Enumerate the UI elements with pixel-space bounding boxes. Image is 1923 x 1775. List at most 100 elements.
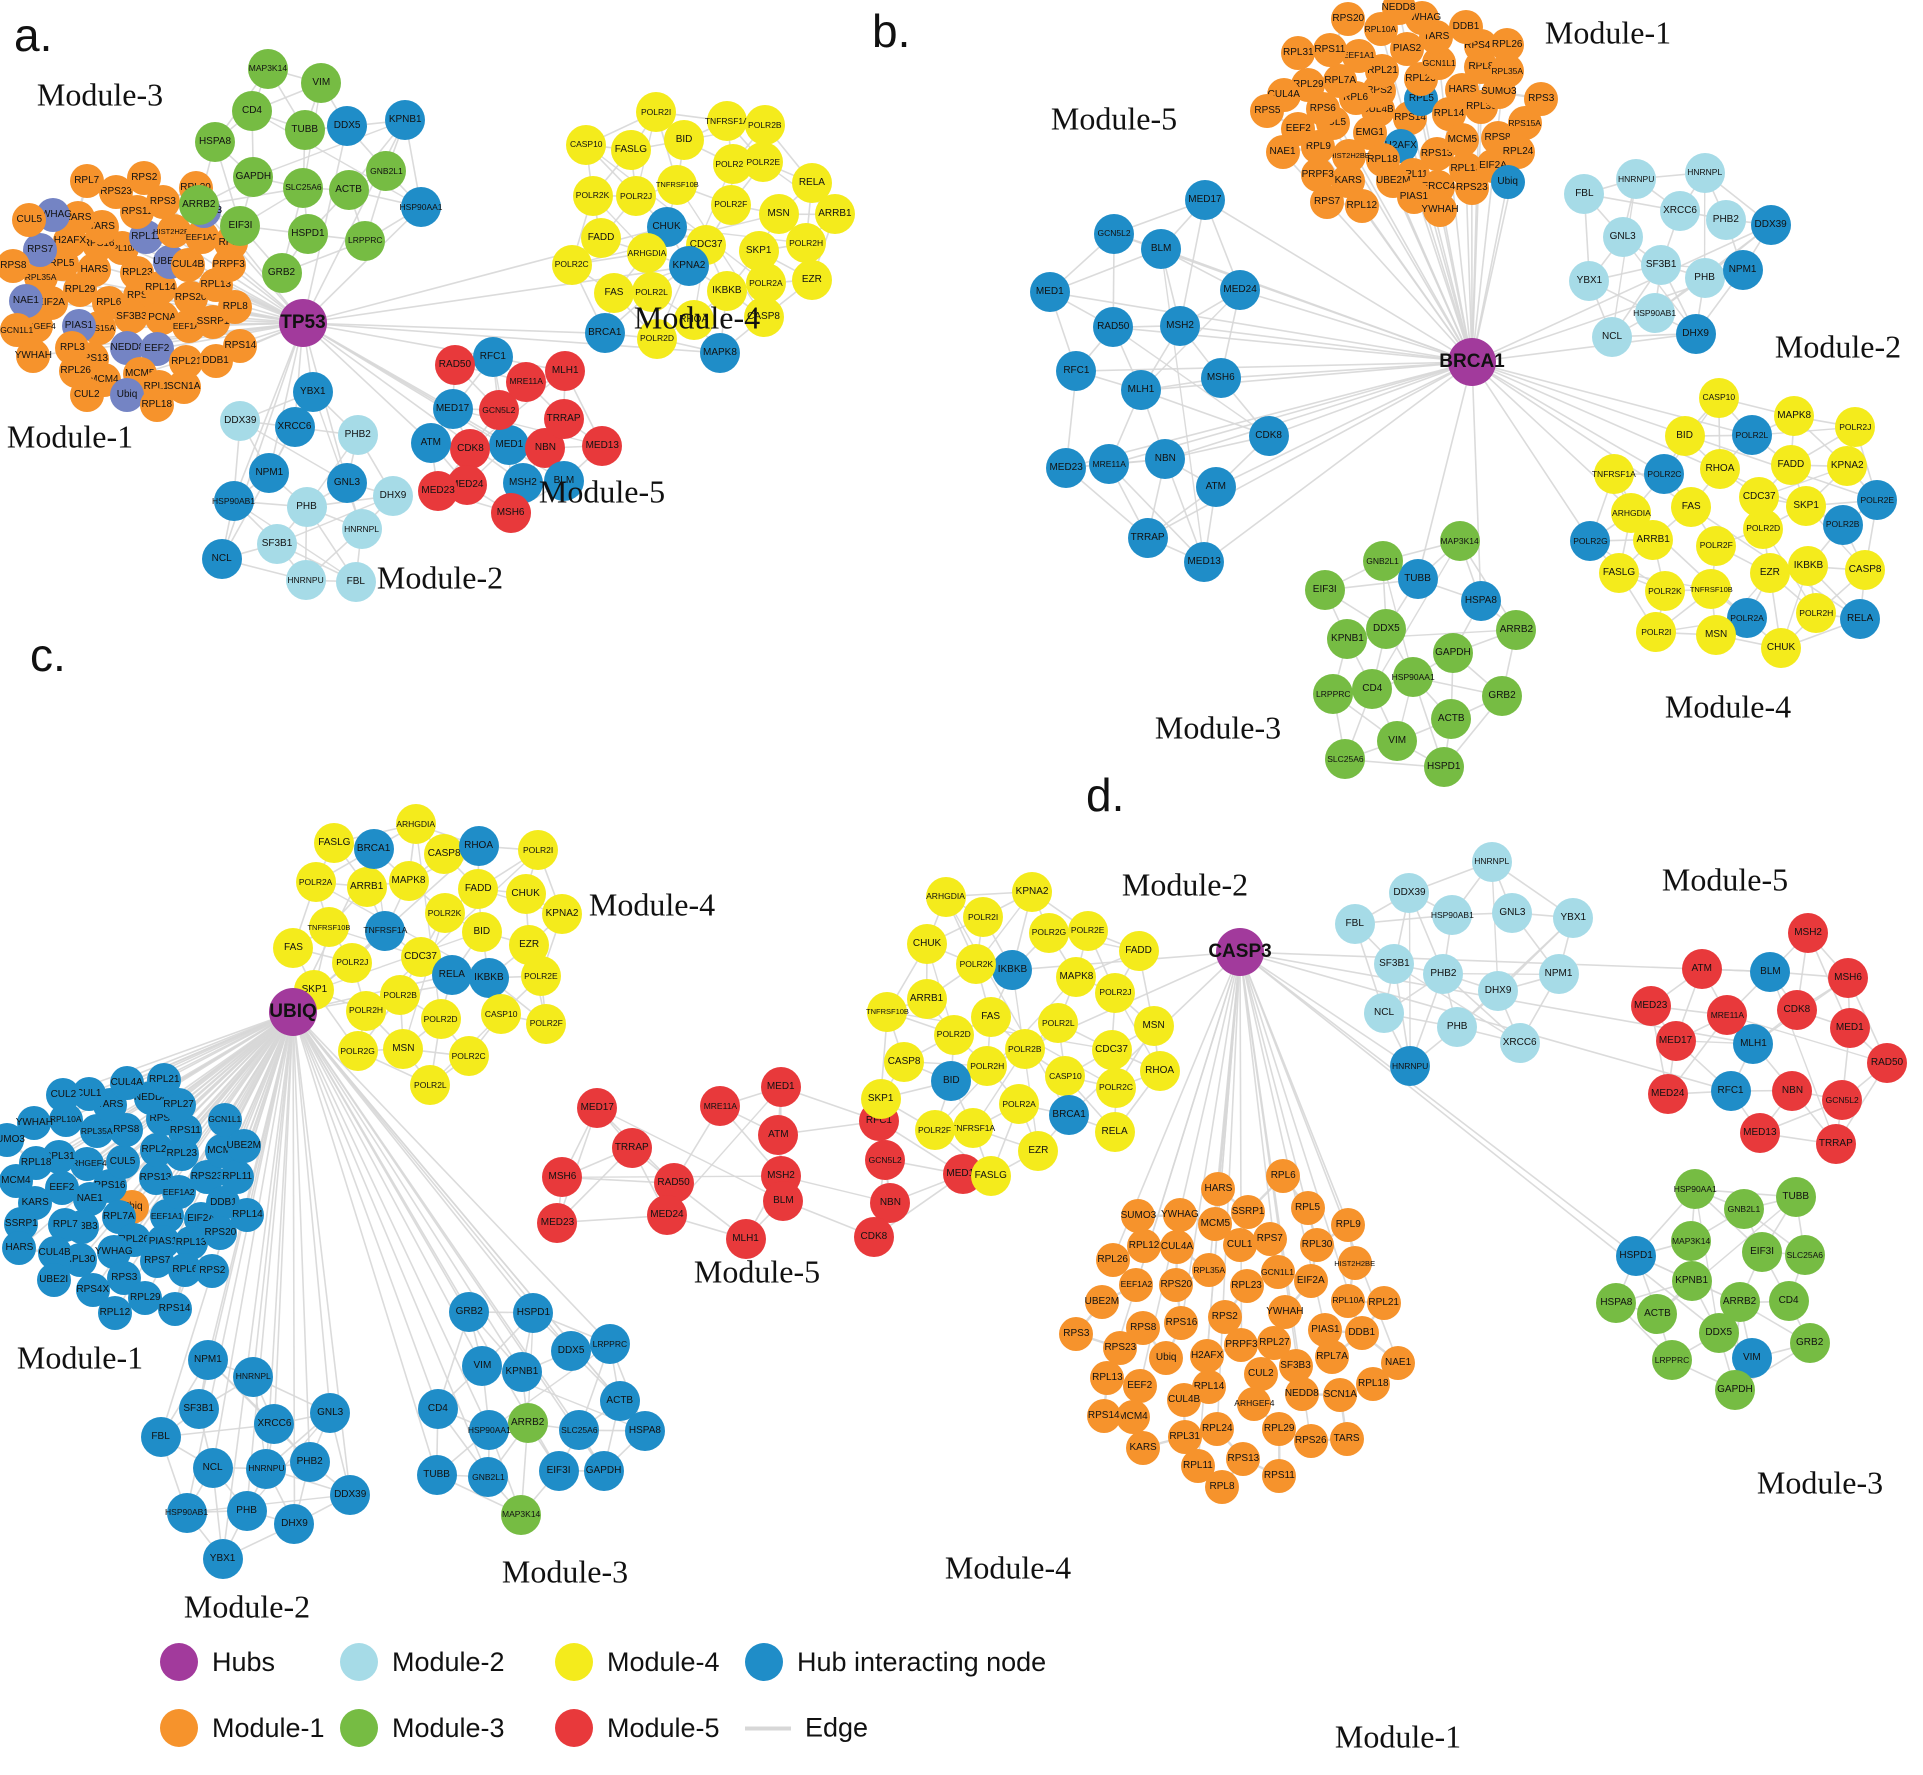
- node-d-phb2[interactable]: PHB2: [1423, 953, 1464, 994]
- node-b-ddx39[interactable]: DDX39: [1750, 204, 1791, 245]
- node-a-phb[interactable]: PHB: [286, 486, 327, 527]
- node-a-hspd1[interactable]: HSPD1: [287, 214, 328, 255]
- node-b-rps23[interactable]: RPS23: [1454, 170, 1489, 205]
- node-a-polr2b[interactable]: POLR2B: [744, 105, 785, 146]
- node-c-polr2h[interactable]: POLR2H: [346, 990, 387, 1031]
- node-c-arrb1[interactable]: ARRB1: [346, 866, 387, 907]
- node-b-hnrnpu[interactable]: HNRNPU: [1616, 158, 1657, 199]
- node-b-faslg[interactable]: FASLG: [1599, 552, 1640, 593]
- node-b-phb2[interactable]: PHB2: [1705, 199, 1746, 240]
- node-d-rps23[interactable]: RPS23: [1103, 1330, 1138, 1365]
- node-c-sf3b1[interactable]: SF3B1: [178, 1389, 219, 1430]
- node-a-tnfrsf1a[interactable]: TNFRSF1A: [705, 101, 749, 142]
- node-c-hnrnpu[interactable]: HNRNPU: [246, 1448, 287, 1489]
- node-b-hnrnpl[interactable]: HNRNPL: [1684, 152, 1725, 193]
- node-b-map3k14[interactable]: MAP3K14: [1439, 520, 1480, 561]
- node-c-bid[interactable]: BID: [461, 911, 502, 952]
- node-c-brca1[interactable]: BRCA1: [353, 828, 394, 869]
- node-c-polr2l[interactable]: POLR2L: [410, 1064, 451, 1105]
- node-d-polr2h[interactable]: POLR2H: [967, 1045, 1008, 1086]
- node-a-polr2i[interactable]: POLR2I: [636, 91, 677, 132]
- node-c-tubb[interactable]: TUBB: [416, 1454, 457, 1495]
- node-c-rhoa[interactable]: RHOA: [458, 826, 499, 866]
- node-d-polr2e[interactable]: POLR2E: [1067, 910, 1108, 951]
- node-b-phb[interactable]: PHB: [1684, 257, 1725, 298]
- node-d-blm[interactable]: BLM: [1750, 951, 1791, 992]
- node-d-nbn[interactable]: NBN: [1772, 1070, 1813, 1111]
- node-a-ybx1[interactable]: YBX1: [292, 371, 333, 412]
- node-d-ddx39[interactable]: DDX39: [1389, 872, 1430, 913]
- node-d-hnrnpl[interactable]: HNRNPL: [1471, 841, 1512, 882]
- node-c-hspd1[interactable]: HSPD1: [513, 1292, 554, 1333]
- node-b-npm1[interactable]: NPM1: [1722, 249, 1763, 290]
- node-d-rpl7a[interactable]: RPL7A: [1315, 1339, 1350, 1374]
- node-b-rpl24[interactable]: RPL24: [1501, 134, 1536, 169]
- node-c-mcm4[interactable]: MCM4: [0, 1163, 33, 1198]
- node-a-actb[interactable]: ACTB: [328, 170, 369, 211]
- node-d-med13[interactable]: MED13: [1739, 1113, 1780, 1154]
- node-d-grb2[interactable]: GRB2: [1789, 1323, 1830, 1364]
- node-d-med24[interactable]: MED24: [1647, 1074, 1688, 1115]
- node-d-hspd1[interactable]: HSPD1: [1616, 1235, 1657, 1276]
- node-c-med17[interactable]: MED17: [577, 1087, 618, 1128]
- node-c-polr2d[interactable]: POLR2D: [420, 999, 461, 1040]
- node-d-brca1[interactable]: BRCA1: [1049, 1095, 1090, 1136]
- node-d-med17[interactable]: MED17: [1655, 1020, 1696, 1061]
- node-b-dhx9[interactable]: DHX9: [1675, 313, 1716, 354]
- node-d-rpl26[interactable]: RPL26: [1095, 1242, 1130, 1277]
- node-d-ybx1[interactable]: YBX1: [1553, 897, 1594, 938]
- node-d-fas[interactable]: FAS: [970, 997, 1011, 1038]
- hub-node-ubiq[interactable]: UBIQ: [269, 988, 317, 1036]
- node-c-hnrnpl[interactable]: HNRNPL: [233, 1356, 274, 1397]
- node-b-eef1a1[interactable]: EEF1A1: [1341, 38, 1376, 73]
- node-d-ywhah[interactable]: YWHAH: [1266, 1295, 1304, 1330]
- node-a-faslg[interactable]: FASLG: [610, 130, 651, 171]
- node-a-ddx39[interactable]: DDX39: [220, 400, 261, 441]
- node-d-hsp90ab1[interactable]: HSP90AB1: [1431, 894, 1474, 935]
- node-c-mapk8[interactable]: MAPK8: [388, 861, 429, 902]
- node-d-cd4[interactable]: CD4: [1768, 1281, 1809, 1322]
- node-a-sf3b3[interactable]: SF3B3: [114, 299, 149, 334]
- node-c-cul2[interactable]: CUL2: [46, 1077, 81, 1112]
- node-d-ezr[interactable]: EZR: [1018, 1130, 1059, 1171]
- node-d-rpl8[interactable]: RPL8: [1205, 1469, 1239, 1504]
- node-b-fadd[interactable]: FADD: [1770, 445, 1811, 485]
- node-a-hsp90aa1[interactable]: HSP90AA1: [400, 186, 443, 227]
- node-d-cul2[interactable]: CUL2: [1243, 1357, 1278, 1392]
- node-b-hspa8[interactable]: HSPA8: [1460, 581, 1501, 622]
- node-d-gapdh[interactable]: GAPDH: [1714, 1369, 1755, 1410]
- node-d-ssrp1[interactable]: SSRP1: [1231, 1194, 1266, 1229]
- node-b-nae1[interactable]: NAE1: [1265, 135, 1300, 170]
- node-d-polr2d[interactable]: POLR2D: [933, 1014, 974, 1055]
- node-b-med1[interactable]: MED1: [1029, 272, 1070, 313]
- node-a-mre11a[interactable]: MRE11A: [506, 361, 547, 402]
- node-d-eif2a[interactable]: EIF2A: [1293, 1264, 1328, 1299]
- node-c-lrpprc[interactable]: LRPPRC: [589, 1323, 630, 1364]
- node-b-tnfrsf1a[interactable]: TNFRSF1A: [1592, 453, 1636, 494]
- node-a-cul2[interactable]: CUL2: [69, 378, 104, 413]
- node-a-ezr[interactable]: EZR: [791, 259, 832, 300]
- node-d-rfc1[interactable]: RFC1: [1710, 1071, 1751, 1112]
- node-d-polr2a[interactable]: POLR2A: [999, 1084, 1040, 1125]
- node-b-ubiq[interactable]: Ubiq: [1490, 165, 1525, 200]
- node-a-hnrnpl[interactable]: HNRNPL: [341, 508, 382, 549]
- node-a-gnl3[interactable]: GNL3: [326, 462, 367, 503]
- node-b-xrcc6[interactable]: XRCC6: [1660, 190, 1701, 231]
- node-b-polr2h[interactable]: POLR2H: [1796, 593, 1837, 634]
- node-b-grb2[interactable]: GRB2: [1482, 675, 1523, 716]
- node-d-ddb1[interactable]: DDB1: [1344, 1316, 1379, 1351]
- node-a-polr2c[interactable]: POLR2C: [551, 244, 592, 285]
- node-d-npm1[interactable]: NPM1: [1538, 954, 1579, 995]
- node-c-casp8[interactable]: CASP8: [424, 834, 465, 875]
- node-b-gnb2l1[interactable]: GNB2L1: [1362, 540, 1403, 581]
- node-a-rpl7[interactable]: RPL7: [69, 163, 104, 198]
- node-c-atm[interactable]: ATM: [758, 1114, 799, 1155]
- node-c-rpl11[interactable]: RPL11: [220, 1160, 255, 1195]
- node-c-fadd[interactable]: FADD: [458, 868, 499, 909]
- node-a-arhgdia[interactable]: ARHGDIA: [626, 232, 667, 273]
- node-a-hnrnpu[interactable]: HNRNPU: [285, 560, 326, 601]
- node-d-rpl5[interactable]: RPL5: [1290, 1191, 1325, 1226]
- node-b-rps11[interactable]: RPS11: [1312, 32, 1347, 67]
- node-a-casp10[interactable]: CASP10: [566, 124, 607, 165]
- node-c-ube2m[interactable]: UBE2M: [227, 1129, 261, 1164]
